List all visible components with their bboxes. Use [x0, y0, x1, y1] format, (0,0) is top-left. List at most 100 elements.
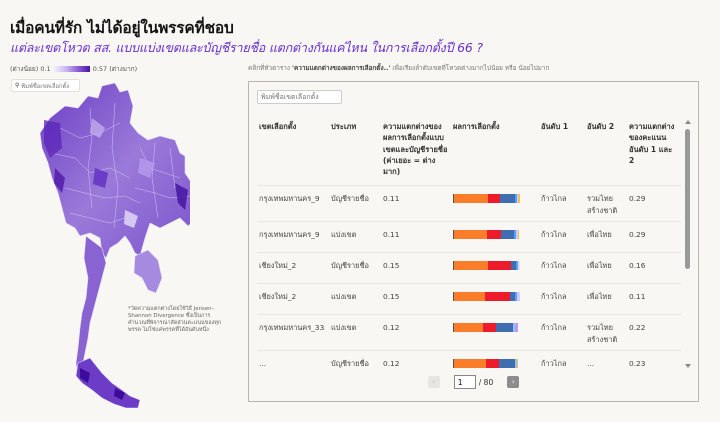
- col-header-rank2[interactable]: อันดับ 2: [587, 122, 615, 131]
- methodology-footnote: *วัดความแตกต่างโดยใช้วิธี Jensen–Shannon…: [128, 306, 222, 333]
- vote-share-segment: [514, 323, 518, 333]
- cell-results-bar: [451, 350, 539, 372]
- cell-margin: 0.16: [627, 252, 681, 284]
- cell-rank1: ก้าวไกล: [539, 350, 585, 372]
- vote-share-segment: [516, 194, 519, 204]
- cell-results-bar: [451, 283, 539, 315]
- cell-district: กรุงเทพมหานคร_9: [257, 185, 329, 222]
- col-header-margin[interactable]: ความแตกต่างของคะแนนอันดับ 1 และ 2: [629, 122, 675, 165]
- cell-type: แบ่งเขต: [329, 221, 381, 253]
- vote-share-bar[interactable]: [453, 230, 521, 240]
- search-icon: ⚲: [15, 82, 20, 89]
- table-row[interactable]: เชียงใหม่_2 แบ่งเขต 0.15 ก้าวไกล เพื่อไทย 0.1…: [257, 283, 681, 315]
- table-row[interactable]: กรุงเทพมหานคร_9 แบ่งเขต 0.11 ก้าวไกล เพื่อไท…: [257, 221, 681, 253]
- vote-share-bar[interactable]: [453, 194, 521, 204]
- map-search-placeholder: พิมพ์ชื่อเขตเลือกตั้ง: [21, 83, 70, 90]
- col-header-type[interactable]: ประเภท: [331, 122, 357, 131]
- cell-district: กรุงเทพมหานคร_9: [257, 221, 329, 253]
- cell-results-bar: [451, 185, 539, 222]
- scroll-thumb[interactable]: [685, 129, 690, 269]
- page-number-input[interactable]: [453, 375, 476, 389]
- sort-hint: คลิกที่หัวตาราง 'ความแตกต่างของผลการเลือ…: [248, 63, 549, 73]
- col-header-results[interactable]: ผลการเลือกตั้ง: [453, 122, 500, 131]
- vote-share-segment: [483, 323, 497, 333]
- legend-high-label: 0.57 (ต่างมาก): [92, 65, 138, 73]
- cell-rank2: เพื่อไทย: [585, 221, 627, 253]
- table-row[interactable]: เชียงใหม่_2 บัญชีรายชื่อ 0.15 ก้าวไกล เพื่อไ…: [257, 252, 681, 284]
- cell-type: แบ่งเขต: [329, 283, 381, 315]
- cell-rank2: รวมไทยสร้างชาติ: [585, 314, 627, 351]
- vote-share-segment: [498, 359, 515, 369]
- table-search-input[interactable]: [257, 90, 342, 104]
- vote-share-segment: [485, 292, 511, 302]
- district-shading: [44, 118, 188, 228]
- results-table: เขตเลือกตั้ง ประเภท ความแตกต่างของผลการเ…: [257, 112, 681, 372]
- vote-share-segment: [487, 261, 511, 271]
- table-row[interactable]: ... บัญชีรายชื่อ 0.12 ก้าวไกล... 0.23: [257, 350, 681, 372]
- cell-rank2: ...: [585, 350, 627, 372]
- map-search-input[interactable]: ⚲ พิมพ์ชื่อเขตเลือกตั้ง: [11, 79, 80, 92]
- cell-margin: 0.11: [627, 283, 681, 315]
- color-legend: (ต่างน้อย) 0.1 0.57 (ต่างมาก): [10, 64, 137, 74]
- legend-gradient: [53, 66, 90, 72]
- col-header-rank1[interactable]: อันดับ 1: [541, 122, 569, 131]
- vote-share-segment: [510, 292, 515, 302]
- cell-type: แบ่งเขต: [329, 314, 381, 351]
- vote-share-segment: [514, 359, 517, 369]
- map-region-east[interactable]: [133, 249, 163, 294]
- cell-rank1: ก้าวไกล: [539, 283, 585, 315]
- cell-divergence: 0.12: [381, 314, 451, 351]
- scroll-up-arrow-icon[interactable]: [685, 120, 691, 124]
- vote-share-segment: [454, 359, 487, 369]
- cell-district: เชียงใหม่_2: [257, 252, 329, 284]
- vote-share-bar[interactable]: [453, 359, 521, 369]
- map-district-dark-2[interactable]: [114, 388, 125, 400]
- col-header-district[interactable]: เขตเลือกตั้ง: [259, 122, 297, 131]
- cell-divergence: 0.12: [381, 350, 451, 372]
- vote-share-segment: [486, 230, 501, 240]
- vote-share-segment: [512, 323, 515, 333]
- page-total: / 80: [478, 377, 494, 387]
- vote-share-segment: [487, 194, 501, 204]
- table-scroll-area[interactable]: เขตเลือกตั้ง ประเภท ความแตกต่างของผลการเ…: [257, 112, 687, 372]
- page-subtitle: แต่ละเขตโหวต สส. แบบแบ่งเขตและบัญชีรายชื…: [10, 40, 483, 55]
- thailand-choropleth-map[interactable]: [30, 78, 190, 408]
- vote-share-segment: [518, 194, 520, 204]
- cell-district: เชียงใหม่_2: [257, 283, 329, 315]
- vote-share-segment: [454, 230, 487, 240]
- cell-type: บัญชีรายชื่อ: [329, 350, 381, 372]
- vote-share-segment: [514, 194, 517, 204]
- vote-share-segment: [454, 194, 488, 204]
- vote-share-segment: [510, 261, 517, 271]
- cell-type: บัญชีรายชื่อ: [329, 252, 381, 284]
- vote-share-segment: [516, 261, 518, 271]
- cell-rank1: ก้าวไกล: [539, 185, 585, 222]
- next-page-button[interactable]: ›: [507, 376, 520, 388]
- sort-hint-bold: 'ความแตกต่างของผลการเลือกตั้ง..': [292, 64, 391, 72]
- vote-share-bar[interactable]: [453, 323, 521, 333]
- table-row[interactable]: กรุงเทพมหานคร_9 บัญชีรายชื่อ 0.11 ก้าวไกล รว…: [257, 185, 681, 222]
- vote-share-segment: [496, 323, 513, 333]
- scroll-down-arrow-icon[interactable]: [685, 364, 691, 368]
- map-region-west[interactable]: [75, 235, 107, 380]
- cell-rank1: ก้าวไกล: [539, 314, 585, 351]
- cell-margin: 0.29: [627, 221, 681, 253]
- vote-share-segment: [500, 194, 515, 204]
- legend-low-label: (ต่างน้อย) 0.1: [10, 65, 51, 73]
- cell-results-bar: [451, 252, 539, 284]
- vote-share-bar[interactable]: [453, 292, 521, 302]
- map-region-south[interactable]: [75, 357, 141, 408]
- results-table-panel: เขตเลือกตั้ง ประเภท ความแตกต่างของผลการเ…: [248, 81, 699, 402]
- vote-share-segment: [454, 323, 484, 333]
- page-title: เมื่อคนที่รัก ไม่ได้อยู่ในพรรคที่ชอบ: [10, 19, 234, 37]
- prev-page-button[interactable]: ‹: [427, 376, 440, 388]
- col-header-divergence[interactable]: ความแตกต่างของผลการเลือกตั้งแบบเขตและบัญ…: [383, 122, 448, 177]
- cell-results-bar: [451, 221, 539, 253]
- map-district-dark[interactable]: [80, 368, 90, 383]
- vote-share-bar[interactable]: [453, 261, 521, 271]
- table-scrollbar[interactable]: [684, 120, 692, 368]
- vote-share-segment: [516, 230, 518, 240]
- cell-type: บัญชีรายชื่อ: [329, 185, 381, 222]
- table-row[interactable]: กรุงเทพมหานคร_33 แบ่งเขต 0.12 ก้าวไกล รวมไทย…: [257, 314, 681, 351]
- vote-share-segment: [517, 230, 519, 240]
